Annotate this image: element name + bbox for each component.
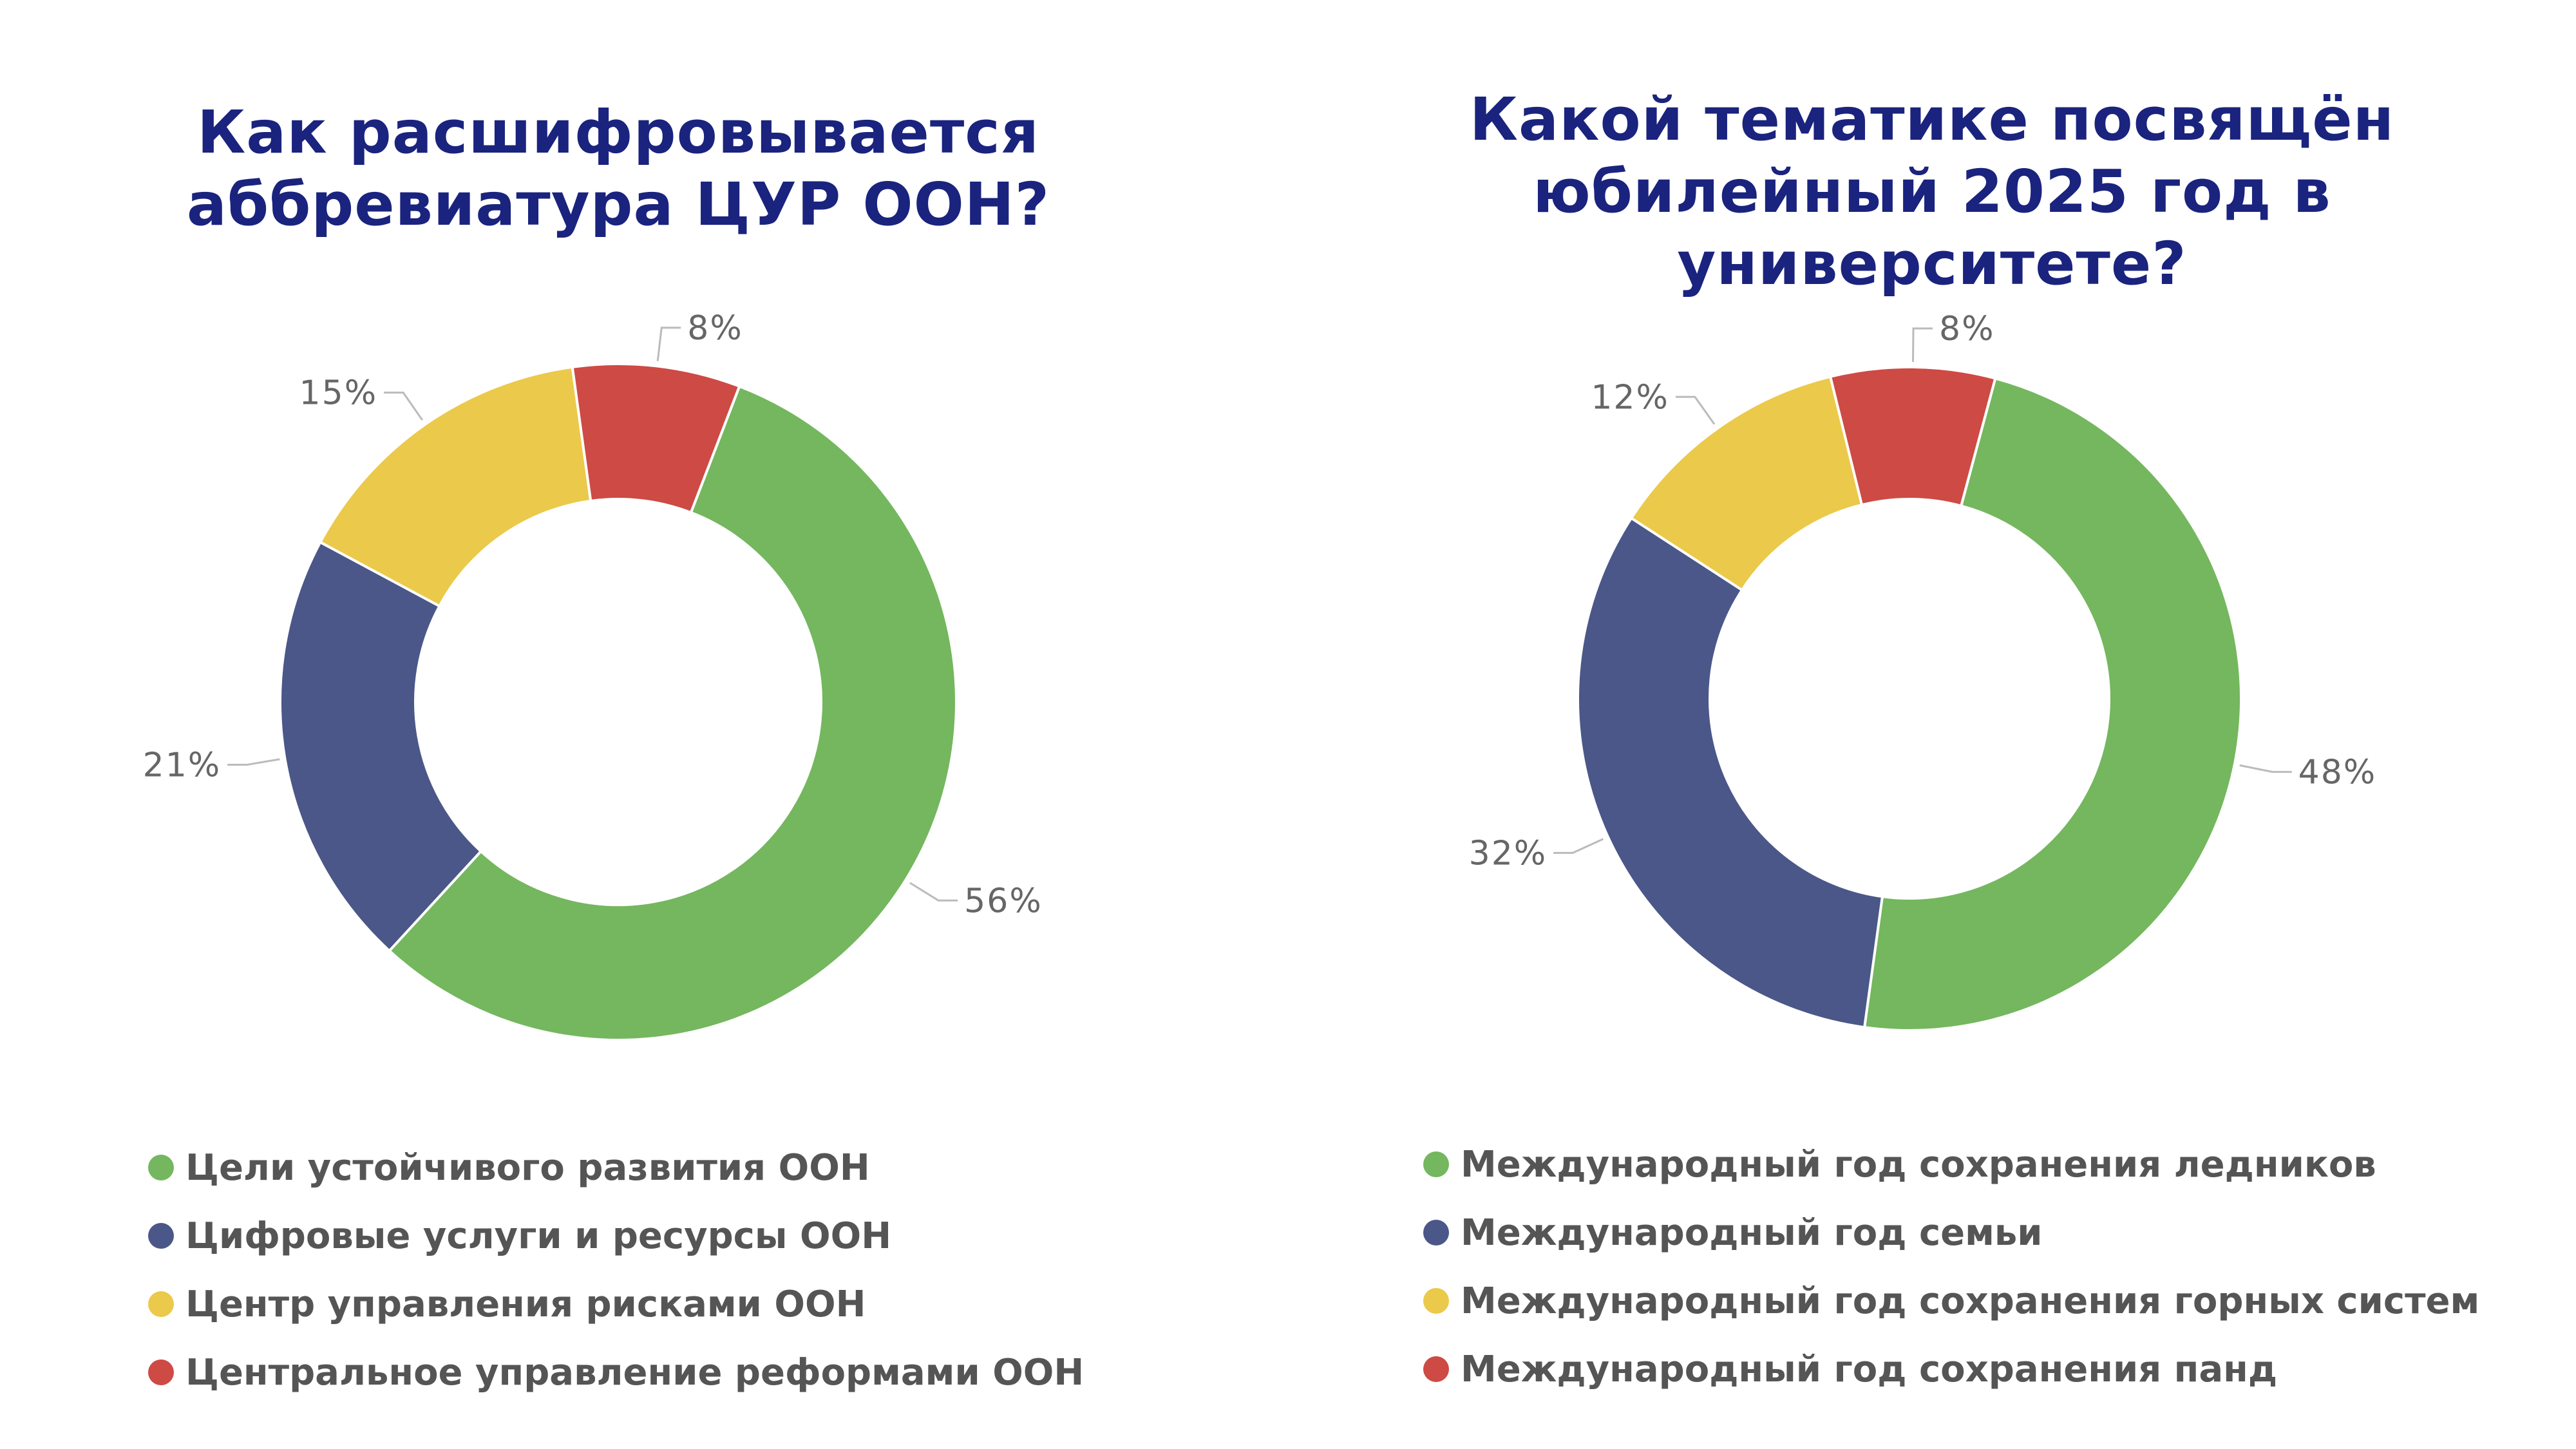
leader-line: [656, 327, 681, 361]
slice-navy: [279, 540, 483, 953]
legend-marker-red: [148, 1359, 174, 1385]
leader-line: [909, 882, 958, 902]
legend-label: Центральное управление реформами ООН: [185, 1351, 1084, 1394]
leader-line: [384, 392, 424, 421]
legend-left: Цели устойчивого развития ООН Цифровые у…: [148, 1133, 1084, 1406]
slice-green: [1862, 377, 2243, 1032]
slice-red: [1828, 366, 1997, 508]
slice-navy: [1577, 516, 1884, 1029]
slice-red: [571, 363, 741, 515]
leader-line: [1553, 838, 1604, 854]
data-label-green: 56%: [964, 882, 1043, 920]
legend-item: Центральное управление реформами ООН: [148, 1338, 1084, 1406]
legend-label: Международный год сохранения ледников: [1461, 1143, 2376, 1186]
slice-yellow: [1629, 375, 1864, 592]
legend-marker-red: [1423, 1356, 1449, 1382]
chart-title-left: Как расшифровывается аббревиатура ЦУР ОО…: [186, 98, 1050, 239]
data-label-red: 8%: [687, 309, 743, 348]
chart-panel-right: Какой тематике посвящён юбилейный 2025 г…: [1288, 0, 2576, 1449]
legend-label: Международный год семьи: [1461, 1211, 2043, 1254]
leader-line: [2239, 764, 2292, 773]
slice-green: [387, 384, 958, 1041]
legend-marker-navy: [1423, 1220, 1449, 1245]
legend-item: Международный год сохранения горных сист…: [1423, 1267, 2479, 1335]
donut-chart-left: 56% 21% 15% 8%: [143, 309, 1043, 1041]
legend-label: Цифровые услуги и ресурсы ООН: [185, 1215, 892, 1257]
legend-label: Международный год сохранения горных сист…: [1461, 1280, 2480, 1322]
leader-line: [1675, 395, 1716, 425]
chart-title-right: Какой тематике посвящён юбилейный 2025 г…: [1469, 85, 2395, 298]
legend-label: Цели устойчивого развития ООН: [185, 1146, 870, 1189]
data-label-yellow: 15%: [299, 374, 378, 413]
leader-line: [227, 758, 280, 766]
legend-label: Международный год сохранения панд: [1461, 1348, 2278, 1390]
chart-panel-left: Как расшифровывается аббревиатура ЦУР ОО…: [143, 98, 1084, 1406]
legend-item: Международный год семьи: [1423, 1198, 2479, 1267]
legend-right: Международный год сохранения ледников Ме…: [1423, 1130, 2479, 1403]
legend-marker-navy: [148, 1223, 174, 1249]
legend-marker-yellow: [148, 1291, 174, 1317]
leader-line: [1911, 327, 1933, 363]
donut-chart-right: 48% 32% 12% 8%: [1469, 310, 2377, 1032]
data-label-red: 8%: [1939, 310, 1995, 348]
slice-yellow: [318, 365, 592, 608]
legend-item: Центр управления рисками ООН: [148, 1270, 1084, 1338]
legend-item: Международный год сохранения ледников: [1423, 1130, 2479, 1198]
legend-item: Цели устойчивого развития ООН: [148, 1133, 1084, 1202]
legend-marker-green: [1423, 1151, 1449, 1177]
legend-marker-yellow: [1423, 1288, 1449, 1314]
data-label-navy: 21%: [143, 746, 222, 785]
data-label-yellow: 12%: [1591, 378, 1669, 417]
legend-marker-green: [148, 1155, 174, 1180]
data-label-navy: 32%: [1469, 834, 1548, 873]
data-label-green: 48%: [2298, 753, 2377, 792]
legend-label: Центр управления рисками ООН: [185, 1283, 866, 1325]
legend-item: Международный год сохранения панд: [1423, 1335, 2479, 1403]
legend-item: Цифровые услуги и ресурсы ООН: [148, 1202, 1084, 1270]
